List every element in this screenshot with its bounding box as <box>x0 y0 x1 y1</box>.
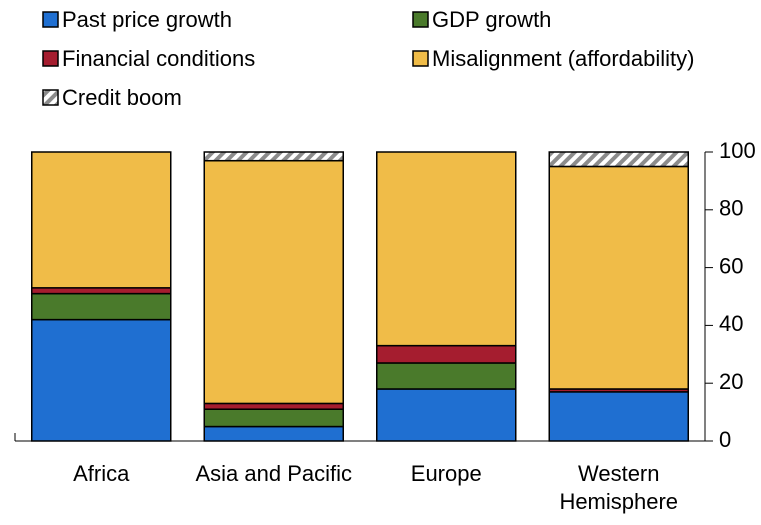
bar-segment <box>31 292 172 321</box>
bar-segment <box>376 344 517 364</box>
bar-segment <box>31 287 172 295</box>
bar-segment <box>376 388 517 442</box>
bar-segment <box>203 151 344 162</box>
y-tick-label: 40 <box>719 311 743 336</box>
legend-label: Past price growth <box>62 7 232 32</box>
legend-label: GDP growth <box>432 7 551 32</box>
bar-segment <box>548 391 689 442</box>
y-tick-label: 80 <box>719 196 743 221</box>
bar-segment <box>376 362 517 390</box>
legend-swatch <box>42 11 59 28</box>
legend-swatch <box>412 11 429 28</box>
legend-swatch <box>42 89 59 106</box>
y-tick-label: 100 <box>719 138 756 163</box>
bar-segment <box>203 159 344 405</box>
bar-segment <box>203 408 344 428</box>
x-tick-label: Western Hemisphere <box>559 461 679 514</box>
bar-segment <box>548 165 689 390</box>
x-tick-label: Asia and Pacific <box>195 461 353 486</box>
y-tick-label: 0 <box>719 427 731 452</box>
bar-segment <box>203 402 344 410</box>
legend-label: Financial conditions <box>62 46 255 71</box>
legend-swatch <box>412 50 429 67</box>
x-tick-label: Europe <box>410 461 482 486</box>
legend-label: Misalignment (affordability) <box>432 46 694 71</box>
y-tick-label: 60 <box>719 253 743 278</box>
bar-segment <box>548 151 689 168</box>
legend-swatch <box>42 50 59 67</box>
bar-segment <box>376 151 517 347</box>
bar-segment <box>31 151 172 289</box>
y-tick-label: 20 <box>719 369 743 394</box>
x-tick-label: Africa <box>73 461 130 486</box>
bar-segment <box>31 318 172 442</box>
legend-label: Credit boom <box>62 85 182 110</box>
bar-segment <box>203 425 344 442</box>
